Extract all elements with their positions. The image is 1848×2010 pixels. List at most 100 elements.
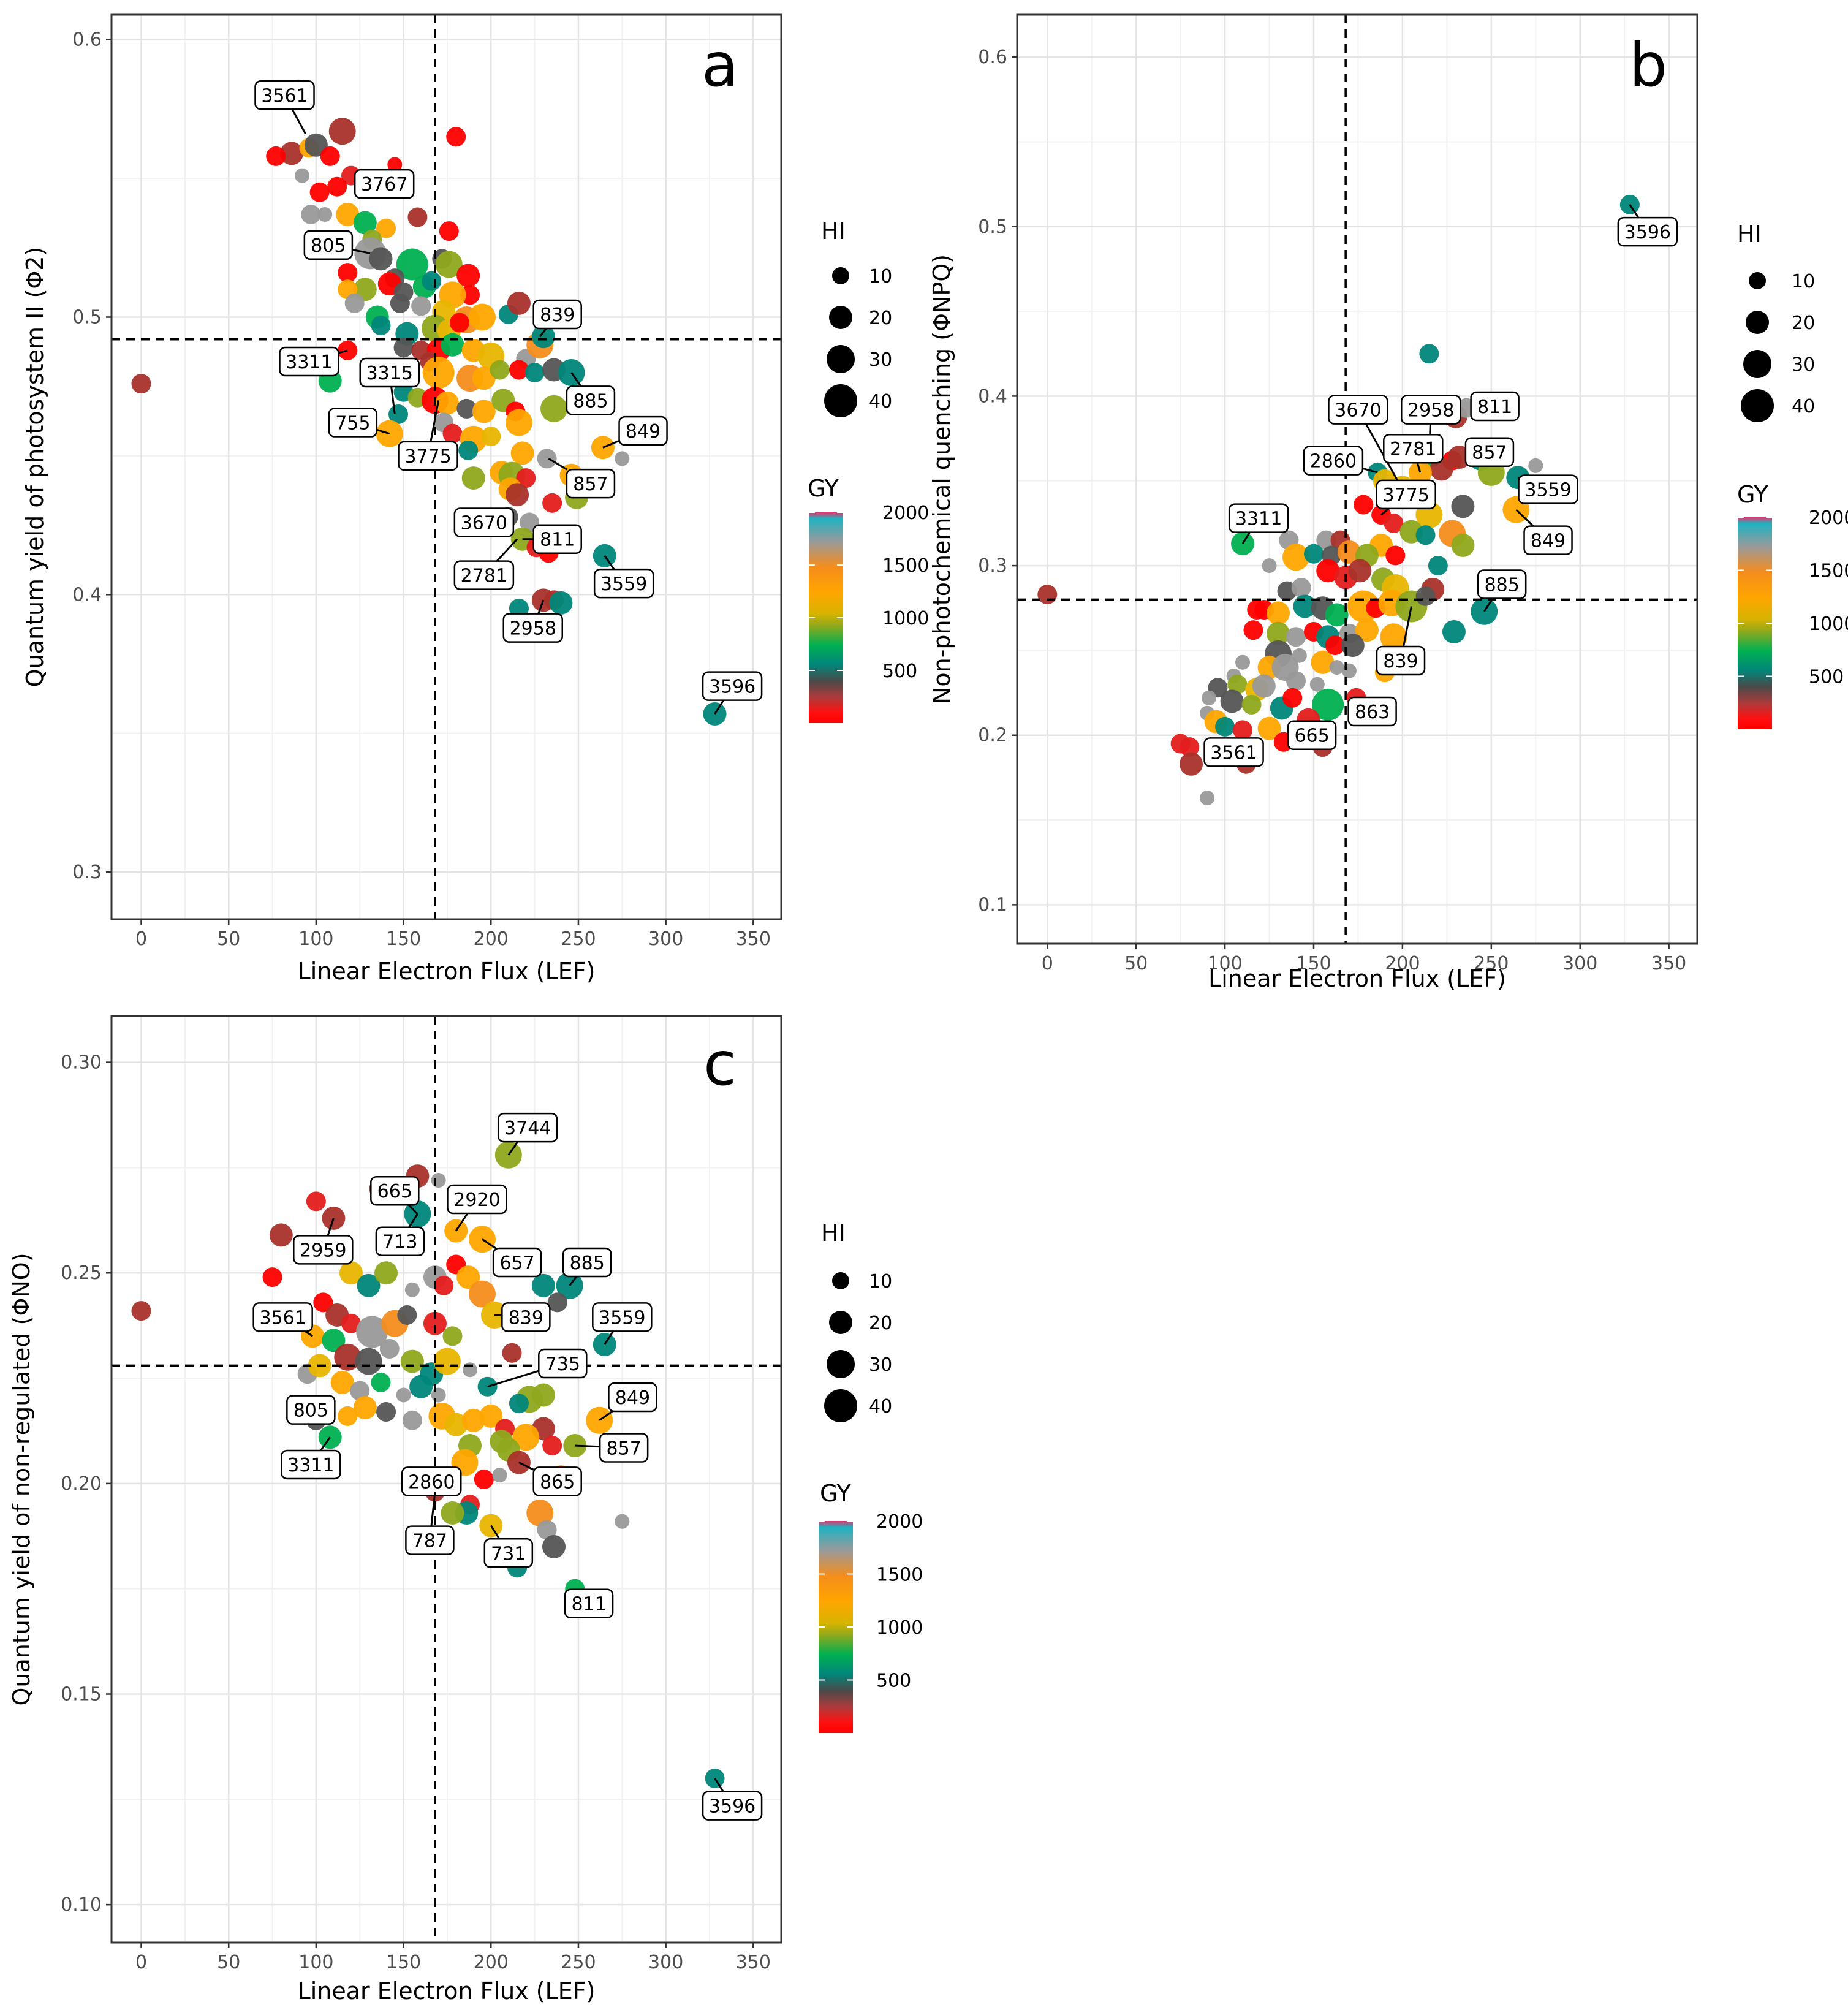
data-point (279, 142, 303, 165)
point-label: 2781 (1390, 439, 1436, 460)
label-leader-line (604, 1330, 614, 1345)
point-label-box (1328, 395, 1388, 425)
point-label: 3311 (1235, 509, 1282, 530)
data-point (339, 1261, 363, 1285)
size-legend-key (832, 267, 849, 284)
size-legend-key (829, 306, 852, 329)
data-point (431, 1173, 446, 1188)
data-point (309, 182, 330, 202)
size-legend-key (1743, 350, 1771, 378)
color-legend-label: 1000 (882, 608, 929, 629)
y-tick-label: 0.5 (72, 307, 102, 328)
x-tick-label: 100 (298, 928, 333, 950)
x-tick-label: 150 (1296, 953, 1331, 974)
point-label: 3670 (461, 513, 507, 534)
label-leader-line (291, 108, 307, 135)
point-label: 3775 (404, 446, 451, 468)
panel-letter: b (1629, 31, 1667, 100)
size-legend-key (824, 1389, 857, 1422)
point-label-box (562, 1247, 612, 1278)
label-leader-line (570, 372, 582, 387)
point-label-box (1523, 525, 1573, 555)
data-point (356, 1316, 388, 1348)
data-point (371, 316, 391, 336)
y-tick-label: 0.6 (978, 47, 1007, 68)
label-leader-line (407, 1204, 418, 1215)
size-legend-key (832, 1272, 849, 1289)
point-label: 3311 (287, 1455, 334, 1476)
data-point (549, 591, 573, 615)
data-point (1415, 586, 1436, 606)
data-point (355, 1348, 382, 1375)
point-label: 735 (545, 1354, 580, 1375)
data-point (350, 1381, 370, 1401)
color-legend-label: 1500 (882, 555, 929, 577)
data-point (423, 1311, 447, 1335)
data-point (1341, 634, 1365, 658)
point-label: 2781 (461, 566, 507, 587)
data-point (334, 1343, 362, 1371)
x-tick-label: 350 (736, 1952, 771, 1973)
point-label: 839 (509, 1307, 543, 1329)
data-point (1282, 544, 1310, 571)
data-point (492, 1468, 507, 1483)
x-tick-label: 250 (561, 928, 596, 950)
point-label-box (453, 507, 515, 537)
point-label-box (252, 1302, 313, 1332)
data-point (474, 1470, 494, 1489)
size-legend-key (827, 345, 855, 373)
data-point (531, 1273, 555, 1297)
size-legend-key (827, 1350, 855, 1378)
plot-frame (1016, 13, 1698, 945)
plot-frame (110, 13, 782, 920)
panel-letter: c (703, 1030, 737, 1099)
point-label-box (566, 468, 616, 499)
point-label-box (1401, 395, 1461, 425)
data-point (327, 176, 347, 197)
color-legend: GY 500 1000 1500 2000 (819, 1480, 923, 1733)
data-point (507, 291, 531, 315)
data-point (1180, 752, 1203, 776)
label-leader-line (376, 428, 390, 435)
point-label-box (1470, 391, 1520, 422)
data-point (1241, 694, 1262, 715)
data-point (435, 251, 463, 278)
point-label-box (592, 1302, 653, 1332)
data-point (431, 1387, 446, 1403)
panel-letter: a (702, 31, 738, 100)
data-point (1355, 618, 1379, 642)
data-point (336, 202, 360, 226)
data-point (266, 146, 286, 166)
x-tick-label: 150 (386, 928, 421, 950)
size-legend-title: HI (821, 1219, 846, 1246)
y-tick-label: 0.30 (61, 1052, 102, 1074)
x-tick-label: 350 (736, 928, 771, 950)
data-point (512, 1424, 540, 1451)
size-legend-label: 30 (869, 1354, 892, 1376)
color-legend-label: 2000 (882, 502, 929, 524)
point-label: 857 (573, 474, 608, 495)
y-axis-title: Quantum yield of photosystem II (Φ2) (21, 247, 48, 688)
point-label-box (453, 560, 515, 590)
label-leader-line (575, 1444, 600, 1448)
data-point (357, 1273, 381, 1297)
color-legend-label: 2000 (876, 1511, 923, 1533)
plot-background (1017, 15, 1697, 944)
point-label: 3744 (504, 1118, 551, 1139)
size-legend-key (1749, 272, 1766, 289)
y-tick-label: 0.3 (978, 555, 1007, 577)
point-label: 849 (615, 1387, 650, 1409)
point-label-box (564, 1588, 614, 1618)
point-label: 713 (382, 1232, 417, 1253)
data-point (449, 313, 469, 333)
point-label: 2959 (300, 1240, 346, 1261)
data-point (1451, 495, 1475, 518)
size-legend: HI 10 20 30 40 (1737, 221, 1815, 422)
x-tick-label: 350 (1651, 953, 1686, 974)
data-point (1384, 513, 1404, 533)
data-point (1419, 344, 1439, 364)
data-point (1282, 688, 1303, 708)
label-leader-line (338, 349, 348, 354)
data-point (502, 1343, 522, 1363)
point-label-box (1228, 503, 1289, 533)
